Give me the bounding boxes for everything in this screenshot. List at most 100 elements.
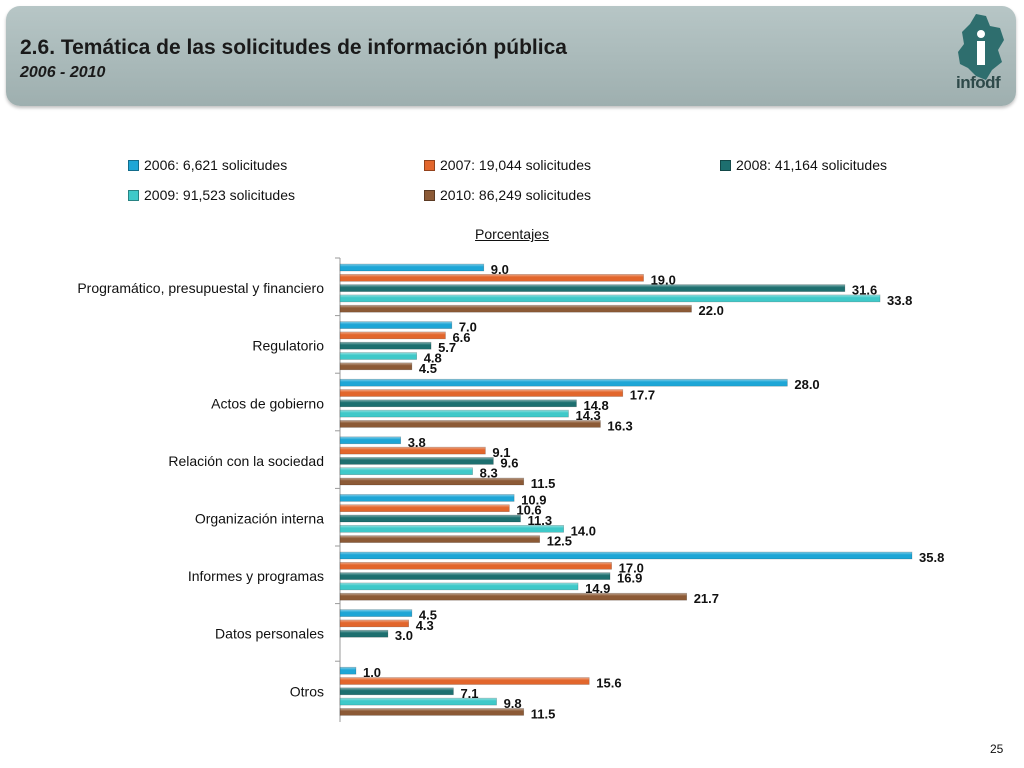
legend-swatch-2007 (424, 159, 435, 171)
bar-2-0 (339, 378, 788, 387)
legend-item-2009: 2009: 91,523 solicitudes (128, 187, 295, 203)
value-label: 31.6 (852, 283, 877, 298)
bar-1-3 (339, 352, 417, 360)
value-label: 33.8 (887, 293, 912, 308)
value-label: 8.3 (480, 466, 498, 481)
bar-5-3 (339, 582, 579, 591)
value-label: 14.8 (583, 398, 608, 413)
value-label: 16.3 (607, 418, 632, 433)
bar-1-0 (339, 321, 453, 329)
legend-item-2008: 2008: 41,164 solicitudes (720, 157, 887, 173)
bar-6-0 (339, 609, 413, 617)
bar-7-1 (339, 677, 590, 685)
bar-7-3 (339, 697, 497, 706)
category-label: Actos de gobierno (211, 395, 324, 411)
value-label: 17.0 (619, 560, 644, 575)
page-number: 25 (990, 742, 1004, 756)
value-label: 3.0 (395, 628, 413, 643)
category-label: Otros (290, 683, 324, 699)
bar-7-2 (339, 687, 454, 696)
value-label: 35.8 (919, 550, 944, 565)
bar-4-2 (339, 514, 521, 523)
value-label: 7.1 (460, 686, 478, 701)
bar-0-0 (339, 263, 485, 272)
bar-2-2 (339, 399, 577, 408)
bar-3-4 (339, 477, 525, 486)
value-label: 11.3 (528, 513, 553, 528)
infodf-logo (958, 14, 1004, 80)
bar-3-1 (339, 446, 486, 455)
value-label: 4.5 (419, 608, 437, 623)
value-label: 9.8 (504, 696, 522, 711)
bar-6-1 (339, 619, 410, 628)
value-label: 4.8 (424, 351, 442, 366)
legend-label-2006: 2006: 6,621 solicitudes (144, 157, 288, 173)
bar-2-1 (339, 389, 624, 397)
value-label: 14.3 (575, 408, 600, 423)
value-label: 9.1 (492, 445, 510, 460)
bar-3-3 (339, 467, 473, 476)
value-label: 10.9 (521, 492, 546, 507)
value-label: 22.0 (699, 303, 724, 318)
legend-swatch-2008 (720, 159, 731, 171)
value-label: 28.0 (794, 377, 819, 392)
chart-title: Porcentajes (475, 226, 549, 242)
value-label: 10.6 (516, 503, 541, 518)
value-label: 15.6 (596, 676, 621, 691)
value-label: 19.0 (651, 272, 676, 287)
legend-item-2007: 2007: 19,044 solicitudes (424, 157, 591, 173)
bar-1-1 (339, 331, 446, 340)
bar-4-4 (339, 535, 541, 543)
bar-5-2 (339, 572, 611, 580)
legend-swatch-2006 (128, 159, 139, 171)
value-label: 4.5 (419, 361, 437, 376)
bar-0-1 (339, 273, 644, 282)
value-label: 12.5 (547, 534, 572, 549)
legend-label-2007: 2007: 19,044 solicitudes (440, 157, 591, 173)
category-label: Datos personales (215, 626, 324, 642)
value-label: 4.3 (416, 618, 434, 633)
category-label: Informes y programas (188, 568, 324, 584)
value-label: 16.9 (617, 571, 642, 586)
value-label: 9.6 (500, 455, 518, 470)
bar-0-3 (339, 294, 881, 303)
bar-5-0 (339, 551, 913, 560)
value-label: 6.6 (452, 330, 470, 345)
legend-label-2008: 2008: 41,164 solicitudes (736, 157, 887, 173)
bar-2-4 (339, 420, 601, 428)
slide-subtitle: 2006 - 2010 (20, 64, 106, 81)
value-label: 21.7 (694, 591, 719, 606)
bar-5-4 (339, 592, 688, 601)
legend-swatch-2009 (128, 189, 139, 201)
value-label: 14.9 (585, 581, 610, 596)
value-label: 11.5 (531, 476, 556, 491)
value-label: 1.0 (363, 665, 381, 680)
logo-wordmark: infodf (956, 73, 1001, 92)
value-label: 11.5 (531, 706, 556, 721)
slide-title: 2.6. Temática de las solicitudes de info… (20, 36, 567, 59)
bar-1-4 (339, 362, 413, 371)
bar-5-1 (339, 561, 612, 570)
value-label: 9.0 (491, 262, 509, 277)
bar-7-4 (339, 708, 525, 716)
legend-label-2010: 2010: 86,249 solicitudes (440, 187, 591, 203)
bar-4-3 (339, 524, 564, 533)
bar-3-2 (339, 457, 494, 465)
bar-0-4 (339, 304, 692, 313)
category-label: Relación con la sociedad (168, 453, 324, 469)
bar-0-2 (339, 284, 846, 292)
category-label: Organización interna (195, 511, 324, 527)
value-label: 7.0 (459, 320, 477, 335)
category-label: Programático, presupuestal y financiero (77, 280, 324, 296)
bar-3-0 (339, 436, 402, 445)
bar-1-2 (339, 341, 432, 350)
bar-2-3 (339, 409, 569, 418)
value-label: 17.7 (630, 388, 655, 403)
value-label: 5.7 (438, 340, 456, 355)
bar-7-0 (339, 666, 357, 675)
bar-4-1 (339, 504, 510, 513)
category-label: Regulatorio (252, 338, 324, 354)
chart-title-wrap: Porcentajes (0, 226, 1024, 244)
value-label: 14.0 (571, 523, 596, 538)
